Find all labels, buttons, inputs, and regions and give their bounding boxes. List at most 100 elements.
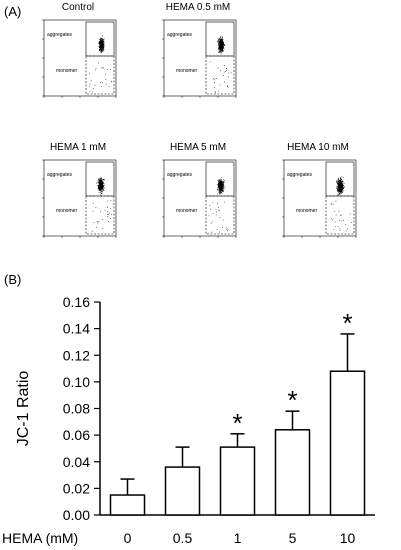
event-dot	[219, 44, 220, 45]
event-dot	[100, 189, 101, 190]
event-dot	[340, 181, 341, 182]
event-dot	[96, 226, 98, 228]
event-dot	[101, 50, 103, 52]
event-dot	[101, 187, 103, 189]
event-dot	[335, 226, 336, 228]
event-dot	[222, 46, 224, 48]
event-dot	[222, 50, 223, 52]
event-dot	[97, 180, 99, 182]
event-dot	[219, 50, 221, 52]
event-dot	[219, 49, 221, 51]
event-dot	[338, 181, 340, 183]
event-dot	[339, 191, 341, 192]
aggregates-label: aggregates	[287, 172, 313, 178]
event-dot	[220, 180, 222, 181]
event-dot	[103, 179, 105, 180]
event-dot	[102, 42, 104, 44]
event-dot	[342, 184, 343, 186]
event-dot	[221, 37, 223, 39]
event-dot	[103, 189, 104, 190]
event-dot	[107, 206, 108, 208]
event-dot	[98, 184, 99, 186]
event-dot	[98, 178, 99, 180]
event-dot	[224, 180, 225, 181]
x-tick-label: 10	[340, 530, 356, 546]
event-dot	[222, 39, 224, 41]
event-dot	[337, 194, 339, 196]
event-dot	[217, 41, 219, 42]
event-dot	[213, 78, 214, 79]
event-dot	[100, 187, 102, 188]
event-dot	[100, 86, 102, 88]
event-dot	[101, 42, 102, 44]
event-dot	[342, 181, 343, 183]
event-dot	[222, 183, 224, 184]
event-dot	[340, 192, 342, 194]
event-dot	[219, 42, 220, 44]
event-dot	[219, 50, 221, 52]
event-dot	[338, 181, 339, 182]
event-dot	[100, 188, 102, 190]
event-dot	[218, 188, 220, 189]
flow-plot-hema-1: HEMA 1 mM aggregates monomer	[38, 142, 118, 247]
event-dot	[219, 48, 220, 49]
event-dot	[209, 205, 211, 206]
event-dot	[104, 179, 105, 181]
event-dot	[107, 216, 109, 217]
event-dot	[103, 43, 104, 45]
event-dot	[220, 189, 222, 191]
aggregates-label: aggregates	[167, 32, 193, 38]
event-dot	[222, 44, 223, 46]
event-dot	[100, 39, 101, 41]
event-dot	[218, 50, 220, 52]
event-dot	[100, 189, 101, 191]
event-dot	[214, 87, 215, 88]
event-dot	[101, 192, 103, 194]
event-dot	[98, 62, 99, 64]
event-dot	[92, 203, 94, 204]
event-dot	[99, 46, 100, 48]
event-dot	[341, 186, 343, 187]
event-dot	[101, 192, 102, 194]
event-dot	[218, 39, 220, 41]
event-dot	[219, 217, 221, 218]
event-dot	[218, 47, 219, 49]
event-dot	[102, 188, 103, 189]
event-dot	[343, 185, 344, 186]
flow-plot-title: HEMA 0.5 mM	[165, 2, 231, 13]
event-dot	[98, 185, 100, 187]
event-dot	[103, 47, 105, 49]
event-dot	[222, 182, 224, 184]
event-dot	[101, 193, 102, 194]
event-dot	[212, 201, 214, 203]
event-dot	[222, 188, 223, 189]
event-dot	[99, 185, 101, 187]
event-dot	[215, 214, 217, 216]
event-dot	[222, 47, 224, 49]
scatter-events	[330, 175, 352, 232]
monomer-gate	[85, 195, 115, 235]
y-tick-label: 0.16	[63, 294, 90, 310]
event-dot	[339, 187, 340, 189]
event-dot	[218, 188, 220, 190]
event-dot	[103, 185, 105, 186]
event-dot	[101, 182, 103, 184]
event-dot	[220, 181, 222, 183]
event-dot	[221, 187, 223, 188]
event-dot	[100, 51, 102, 52]
event-dot	[95, 207, 97, 208]
event-dot	[100, 45, 101, 47]
event-dot	[220, 186, 222, 188]
y-tick-label: 0.12	[63, 347, 90, 363]
monomer-label: monomer	[296, 208, 317, 214]
event-dot	[99, 184, 101, 186]
event-dot	[218, 189, 220, 191]
event-dot	[220, 36, 221, 37]
y-tick-label: 0.14	[63, 321, 90, 337]
event-dot	[101, 191, 103, 192]
event-dot	[219, 182, 220, 184]
bar-0	[109, 494, 146, 516]
event-dot	[223, 187, 224, 189]
event-dot	[98, 182, 100, 184]
event-dot	[100, 50, 102, 52]
